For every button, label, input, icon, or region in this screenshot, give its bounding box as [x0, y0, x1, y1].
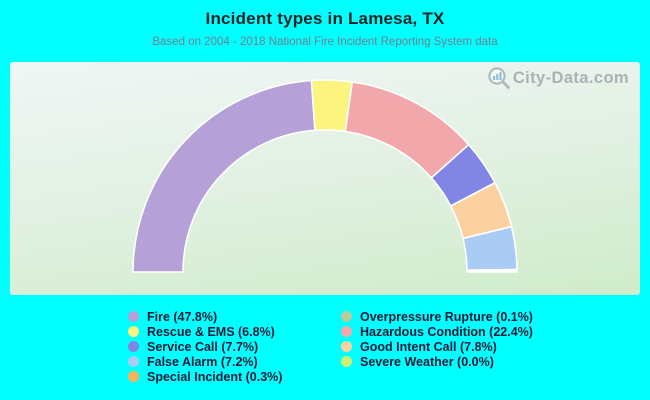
legend-label: Good Intent Call (7.8%) — [360, 339, 497, 354]
city-data-logo-icon — [488, 67, 510, 89]
legend-item: Service Call (7.7%) — [128, 339, 282, 354]
legend-swatch-icon — [128, 341, 139, 352]
legend-label: False Alarm (7.2%) — [147, 354, 258, 369]
legend: Fire (47.8%) Rescue & EMS (6.8%) Service C… — [0, 309, 650, 389]
legend-swatch-icon — [341, 356, 352, 367]
legend-swatch-icon — [341, 326, 352, 337]
legend-label: Service Call (7.7%) — [147, 339, 259, 354]
legend-swatch-icon — [128, 356, 139, 367]
legend-item: Rescue & EMS (6.8%) — [128, 324, 282, 339]
legend-swatch-icon — [128, 311, 139, 322]
legend-item: Severe Weather (0.0%) — [341, 354, 533, 369]
donut-segment-fire — [132, 79, 316, 273]
legend-label: Hazardous Condition (22.4%) — [360, 324, 533, 339]
legend-label: Rescue & EMS (6.8%) — [147, 324, 275, 339]
legend-item: Good Intent Call (7.8%) — [341, 339, 533, 354]
legend-label: Severe Weather (0.0%) — [360, 354, 494, 369]
chart-header: Incident types in Lamesa, TX Based on 20… — [0, 0, 650, 48]
legend-column: Overpressure Rupture (0.1%) Hazardous Con… — [341, 309, 533, 369]
donut-segment-overpressure-rupture — [466, 270, 518, 273]
legend-swatch-icon — [128, 371, 139, 382]
watermark: City-Data.com — [486, 65, 629, 91]
legend-item: Fire (47.8%) — [128, 309, 282, 324]
legend-label: Fire (47.8%) — [147, 309, 218, 324]
legend-item: Hazardous Condition (22.4%) — [341, 324, 533, 339]
legend-column: Fire (47.8%) Rescue & EMS (6.8%) Service C… — [128, 309, 282, 384]
legend-item: False Alarm (7.2%) — [128, 354, 282, 369]
legend-swatch-icon — [341, 341, 352, 352]
legend-item: Overpressure Rupture (0.1%) — [341, 309, 533, 324]
watermark-text: City-Data.com — [512, 68, 629, 87]
legend-item: Special Incident (0.3%) — [128, 369, 282, 384]
legend-label: Special Incident (0.3%) — [147, 369, 283, 384]
legend-swatch-icon — [341, 311, 352, 322]
chart-panel: City-Data.com — [10, 62, 640, 295]
half-donut-chart — [132, 79, 518, 273]
page-subtitle: Based on 2004 - 2018 National Fire Incid… — [152, 36, 498, 48]
legend-label: Overpressure Rupture (0.1%) — [360, 309, 533, 324]
legend-swatch-icon — [128, 326, 139, 337]
page-title: Incident types in Lamesa, TX — [205, 9, 445, 28]
